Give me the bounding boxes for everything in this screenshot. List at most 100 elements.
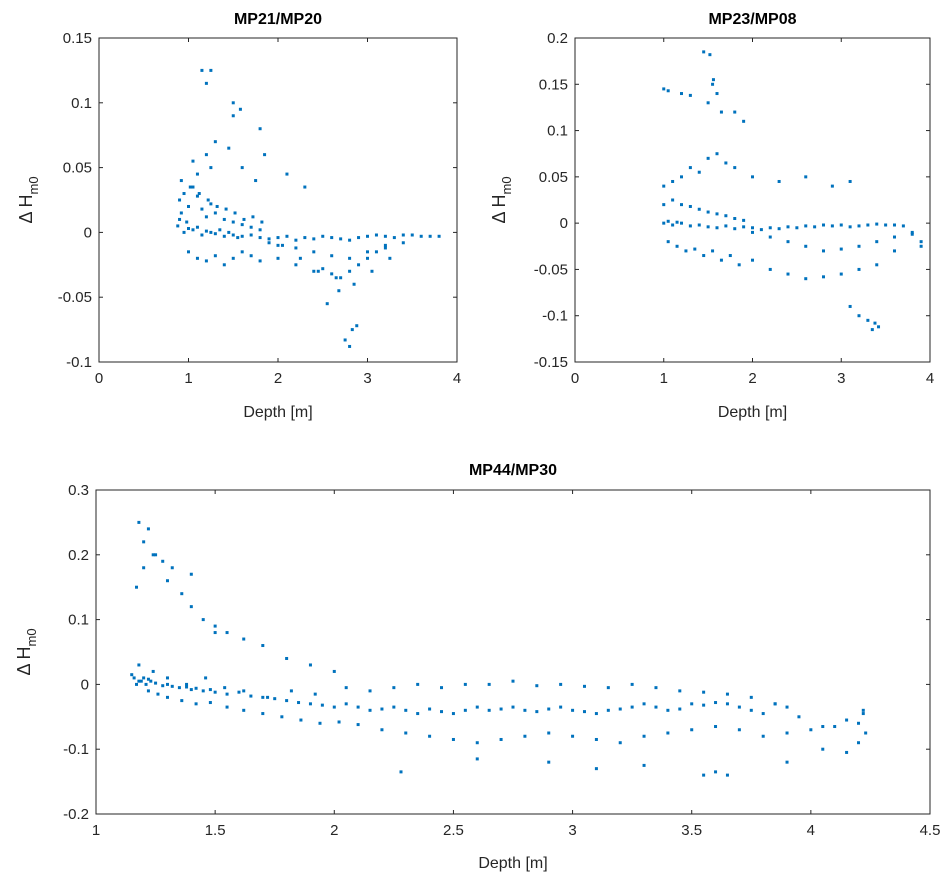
data-point	[285, 699, 289, 703]
data-point	[200, 233, 204, 237]
data-point	[231, 114, 235, 118]
y-tick-label: -0.05	[534, 261, 568, 278]
data-point	[204, 259, 208, 263]
data-point	[231, 101, 235, 105]
data-point	[187, 250, 190, 254]
data-point	[258, 228, 262, 232]
data-point	[130, 673, 134, 677]
data-point	[366, 234, 369, 238]
y-axis-label-subscript: m0	[499, 176, 514, 194]
data-point	[809, 728, 813, 732]
data-point	[188, 185, 192, 189]
data-point	[297, 701, 301, 705]
data-point	[666, 240, 670, 244]
data-point	[804, 277, 808, 281]
data-point	[416, 682, 420, 686]
data-point	[204, 676, 208, 680]
x-tick-label: 4	[453, 370, 461, 387]
data-point	[156, 692, 160, 696]
data-point	[873, 321, 877, 325]
y-axis-label-subscript: m0	[24, 628, 39, 646]
data-point	[132, 676, 136, 680]
x-axis-label: Depth [m]	[243, 404, 312, 421]
data-point	[161, 559, 165, 563]
data-point	[191, 228, 195, 232]
data-point	[875, 263, 879, 267]
data-point	[523, 734, 527, 738]
data-point	[236, 236, 240, 240]
data-point	[261, 712, 265, 716]
data-point	[751, 226, 754, 230]
data-point	[266, 695, 270, 699]
y-tick-label: 0.1	[547, 123, 568, 140]
data-point	[693, 247, 697, 251]
data-point	[357, 236, 361, 240]
data-point	[142, 676, 146, 680]
data-point	[201, 689, 205, 693]
data-point	[224, 207, 228, 211]
data-point	[804, 244, 808, 248]
data-point	[165, 676, 169, 680]
data-point	[773, 702, 777, 706]
data-point	[475, 705, 479, 709]
data-point	[189, 605, 193, 609]
data-point	[821, 747, 825, 751]
data-point	[523, 708, 527, 712]
data-point	[715, 212, 719, 216]
data-point	[344, 686, 348, 690]
data-point	[392, 705, 396, 709]
data-point	[348, 269, 352, 273]
data-point	[630, 705, 634, 709]
data-point	[383, 246, 387, 250]
data-point	[688, 224, 692, 228]
data-point	[404, 708, 408, 712]
data-point	[242, 708, 246, 712]
data-point	[848, 225, 852, 229]
data-point	[383, 234, 387, 238]
data-point	[742, 119, 746, 123]
data-point	[437, 234, 441, 238]
data-point	[222, 234, 226, 238]
data-point	[919, 240, 923, 244]
data-point	[204, 153, 208, 157]
data-point	[154, 553, 158, 557]
data-point	[475, 741, 479, 745]
data-point	[594, 712, 598, 716]
data-point	[487, 708, 491, 712]
data-point	[642, 702, 646, 706]
data-point	[146, 689, 150, 693]
data-point	[680, 203, 683, 207]
data-point	[475, 757, 479, 761]
data-point	[312, 250, 316, 254]
data-point	[187, 227, 190, 231]
x-tick-label: 0	[571, 370, 579, 387]
data-point	[761, 712, 765, 716]
data-point	[919, 244, 923, 248]
data-point	[249, 233, 253, 237]
data-point	[325, 302, 329, 306]
scatter-series	[176, 68, 441, 348]
y-tick-label: 0.2	[547, 30, 568, 47]
data-point	[225, 692, 229, 696]
data-point	[857, 314, 861, 318]
data-point	[547, 760, 551, 764]
data-point	[719, 110, 723, 114]
data-point	[294, 263, 298, 267]
x-tick-label: 4	[926, 370, 934, 387]
data-point	[195, 256, 199, 260]
data-point	[191, 185, 195, 189]
data-point	[749, 708, 753, 712]
data-point	[861, 708, 865, 712]
data-point	[742, 218, 746, 222]
data-point	[618, 741, 622, 745]
subplot-2: 0 1 2 3 4 -0.15 -0.1 -0.05 0 0.05 0.1 0.15 0.2 MP23/M…	[489, 11, 934, 421]
data-point	[594, 737, 598, 741]
x-tick-label: 3.5	[681, 822, 702, 839]
data-point	[737, 263, 741, 267]
data-point	[146, 677, 150, 681]
data-point	[254, 179, 258, 183]
data-point	[725, 773, 729, 777]
data-point	[298, 256, 302, 260]
data-point	[848, 179, 852, 183]
data-point	[582, 710, 586, 714]
